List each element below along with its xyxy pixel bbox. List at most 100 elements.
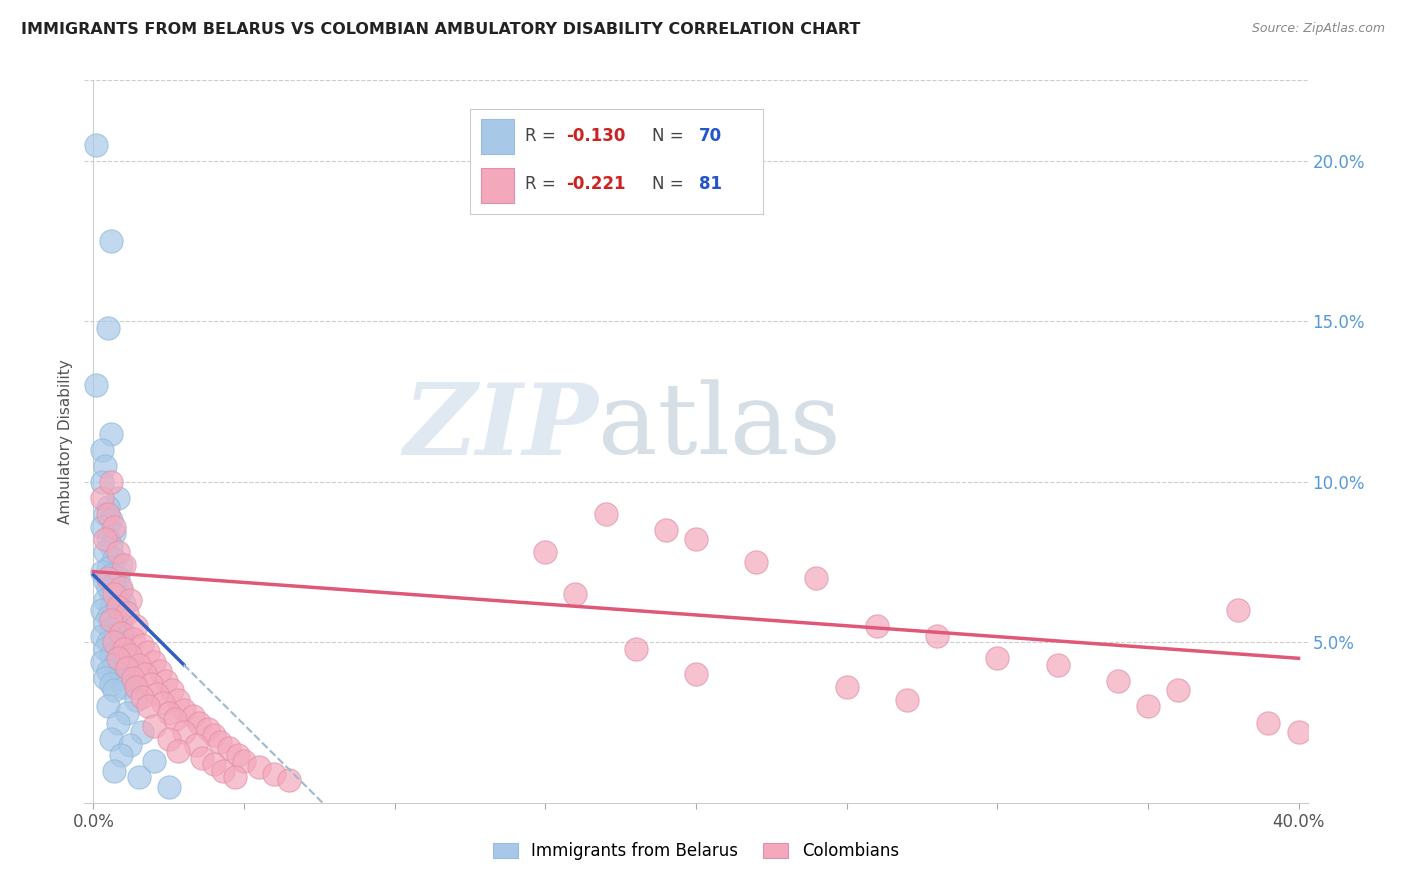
Point bbox=[835, 680, 858, 694]
Point bbox=[91, 519, 114, 533]
Point bbox=[100, 599, 122, 614]
Point bbox=[166, 744, 188, 758]
Y-axis label: Ambulatory Disability: Ambulatory Disability bbox=[58, 359, 73, 524]
Point bbox=[224, 770, 246, 784]
Point bbox=[136, 699, 159, 714]
Point bbox=[131, 725, 153, 739]
Point bbox=[94, 615, 117, 630]
Point bbox=[986, 651, 1008, 665]
Point bbox=[110, 581, 132, 595]
Point bbox=[181, 709, 204, 723]
Point bbox=[100, 623, 122, 637]
Point bbox=[124, 693, 146, 707]
Point bbox=[97, 664, 120, 678]
Point bbox=[1167, 683, 1189, 698]
Point bbox=[139, 677, 162, 691]
Point bbox=[103, 551, 125, 566]
Text: atlas: atlas bbox=[598, 379, 841, 475]
Point bbox=[100, 426, 122, 441]
Point bbox=[107, 571, 129, 585]
Point bbox=[86, 378, 108, 392]
Point bbox=[110, 613, 132, 627]
Point bbox=[97, 609, 120, 624]
Point bbox=[806, 571, 828, 585]
Point bbox=[107, 491, 129, 505]
Point bbox=[745, 555, 768, 569]
Point bbox=[131, 639, 153, 653]
Legend: Immigrants from Belarus, Colombians: Immigrants from Belarus, Colombians bbox=[486, 836, 905, 867]
Point bbox=[112, 625, 135, 640]
Point bbox=[103, 657, 125, 672]
Point bbox=[97, 533, 120, 547]
Point bbox=[202, 728, 225, 742]
Point bbox=[110, 558, 132, 573]
Point bbox=[247, 760, 270, 774]
Point bbox=[136, 645, 159, 659]
Point bbox=[534, 545, 557, 559]
Point bbox=[115, 706, 138, 720]
Point bbox=[896, 693, 918, 707]
Point bbox=[118, 661, 141, 675]
Point bbox=[197, 722, 219, 736]
Point bbox=[112, 558, 135, 573]
Point bbox=[110, 625, 132, 640]
Point bbox=[97, 561, 120, 575]
Point bbox=[107, 619, 129, 633]
Point bbox=[97, 635, 120, 649]
Point bbox=[218, 741, 240, 756]
Point bbox=[103, 607, 125, 621]
Point bbox=[128, 657, 150, 672]
Point bbox=[103, 577, 125, 591]
Point bbox=[925, 629, 948, 643]
Point bbox=[685, 533, 707, 547]
Point bbox=[191, 751, 214, 765]
Point bbox=[91, 475, 114, 489]
Point bbox=[112, 680, 135, 694]
Point bbox=[107, 715, 129, 730]
Point bbox=[100, 731, 122, 746]
Point bbox=[91, 565, 114, 579]
Point bbox=[142, 754, 165, 768]
Point bbox=[124, 680, 146, 694]
Point bbox=[94, 671, 117, 685]
Point bbox=[100, 677, 122, 691]
Point bbox=[100, 234, 122, 248]
Point bbox=[107, 591, 129, 605]
Point bbox=[94, 458, 117, 473]
Point bbox=[103, 519, 125, 533]
Point bbox=[152, 696, 174, 710]
Point bbox=[97, 507, 120, 521]
Point bbox=[100, 539, 122, 553]
Point bbox=[118, 738, 141, 752]
Point bbox=[163, 712, 186, 726]
Point bbox=[100, 475, 122, 489]
Point bbox=[103, 632, 125, 646]
Point bbox=[157, 706, 180, 720]
Point bbox=[100, 587, 122, 601]
Point bbox=[110, 639, 132, 653]
Point bbox=[91, 603, 114, 617]
Text: ZIP: ZIP bbox=[404, 379, 598, 475]
Point bbox=[134, 667, 156, 681]
Point bbox=[212, 764, 235, 778]
Point bbox=[97, 320, 120, 334]
Point bbox=[1046, 657, 1069, 672]
Point bbox=[595, 507, 617, 521]
Point bbox=[115, 607, 138, 621]
Point bbox=[100, 613, 122, 627]
Point bbox=[100, 513, 122, 527]
Point bbox=[118, 593, 141, 607]
Point bbox=[131, 690, 153, 704]
Point bbox=[100, 648, 122, 662]
Point bbox=[103, 764, 125, 778]
Point bbox=[103, 587, 125, 601]
Point bbox=[149, 664, 172, 678]
Point bbox=[187, 715, 209, 730]
Point bbox=[1107, 673, 1129, 688]
Point bbox=[157, 731, 180, 746]
Point bbox=[94, 533, 117, 547]
Point bbox=[173, 725, 195, 739]
Point bbox=[100, 567, 122, 582]
Point bbox=[685, 667, 707, 681]
Point bbox=[103, 526, 125, 541]
